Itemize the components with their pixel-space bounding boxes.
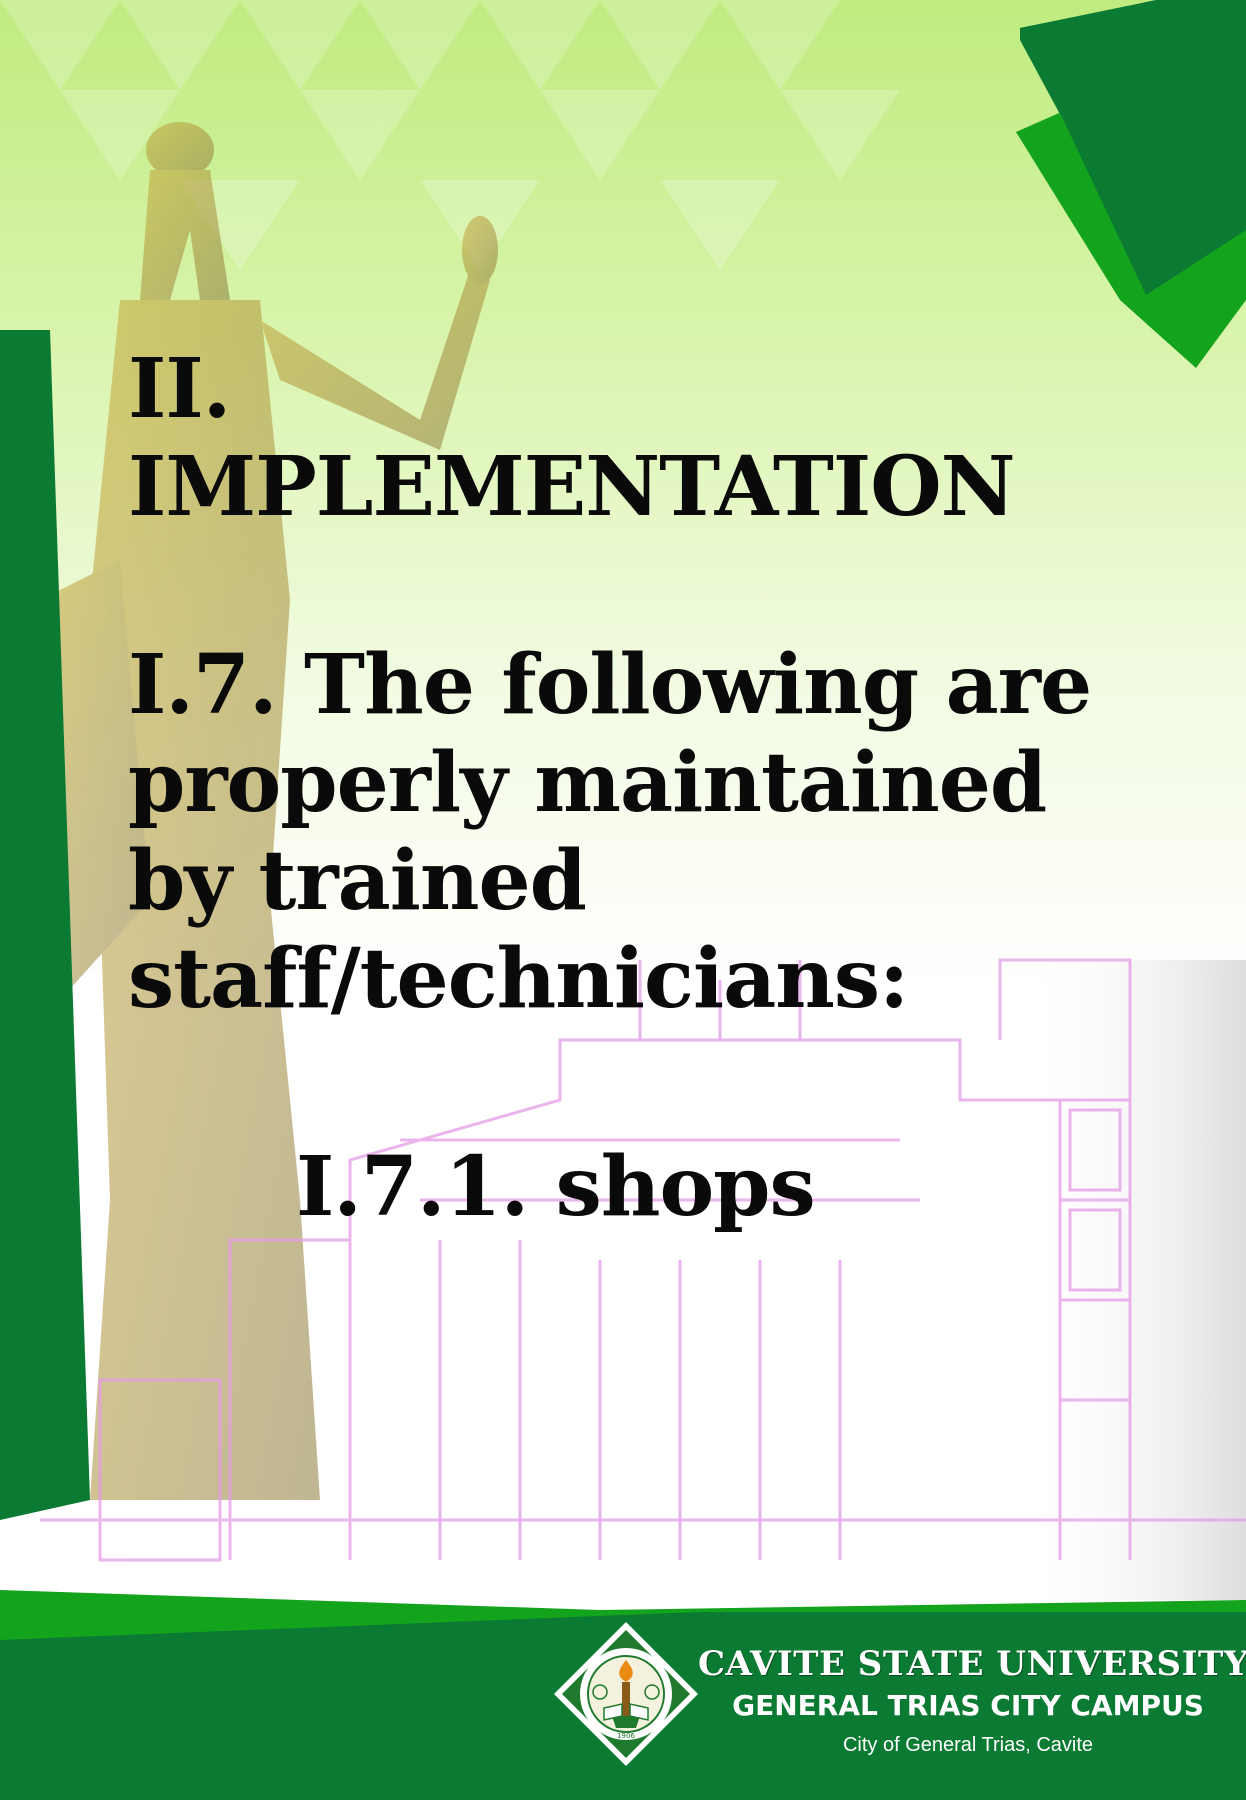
campus-location: City of General Trias, Cavite [842,1734,1094,1756]
university-name: CAVITE STATE UNIVERSITY [698,1644,1246,1684]
building-outline-illustration [40,958,1246,1562]
university-seal-icon: 1906 [554,1622,698,1766]
left-green-band [0,330,90,1520]
slide-content: II. IMPLEMENTATION I.7. The following ar… [128,340,1128,1236]
statue-illustration [40,122,498,1500]
sub-item: I.7.1. shops [296,1139,816,1235]
hex-pattern [0,0,900,270]
item-text: I.7. The following are properly maintain… [128,637,1092,1027]
section-heading: II. IMPLEMENTATION [128,341,1016,535]
footer-text: CAVITE STATE UNIVERSITY GENERAL TRIAS CI… [698,1644,1246,1758]
campus-name: GENERAL TRIAS CITY CAMPUS [732,1689,1204,1722]
footer: 1906 CAVITE STATE UNIVERSITY GENERAL TRI… [0,1600,1246,1800]
seal-year: 1906 [617,1732,635,1740]
